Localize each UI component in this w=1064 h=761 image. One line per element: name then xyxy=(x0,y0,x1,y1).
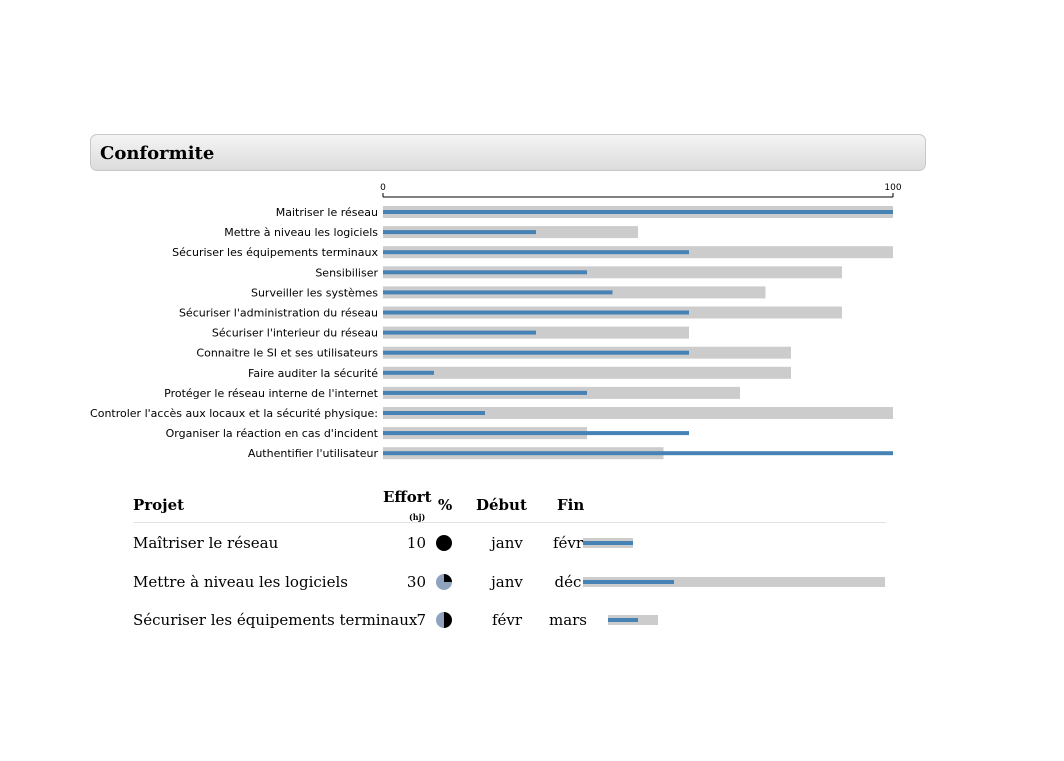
compliance-bar-chart: 0 100 Maitriser le réseau Mettre à niveau l… xyxy=(90,183,902,460)
value-bar xyxy=(383,411,485,415)
header-start: Début xyxy=(476,496,527,514)
progress-pie xyxy=(436,573,452,590)
category-label: Authentifier l'utilisateur xyxy=(248,447,379,460)
panel-title: Conformite xyxy=(100,143,215,164)
category-label: Controler l'accès aux locaux et la sécur… xyxy=(90,407,378,420)
category-label: Connaitre le SI et ses utilisateurs xyxy=(196,347,378,360)
category-label: Sensibiliser xyxy=(315,266,378,279)
category-label: Sécuriser l'administration du réseau xyxy=(179,307,378,320)
gantt-bar-progress xyxy=(608,618,639,622)
category-label: Sécuriser les équipements terminaux xyxy=(172,246,378,259)
background-bar xyxy=(383,407,893,419)
start-value: févr xyxy=(491,611,523,629)
end-value: mars xyxy=(548,611,588,629)
value-bar xyxy=(383,350,689,355)
category-label: Protéger le réseau interne de l'internet xyxy=(164,387,379,400)
header-end: Fin xyxy=(557,496,585,514)
category-label: Sécuriser l'interieur du réseau xyxy=(212,327,378,340)
header-effort-unit: (hj) xyxy=(409,512,426,522)
value-bar xyxy=(383,210,893,214)
value-bar xyxy=(383,370,434,375)
gantt-bar-progress xyxy=(583,579,674,584)
end-value: déc xyxy=(554,572,582,591)
value-bar xyxy=(383,230,536,235)
project-name: Sécuriser les équipements terminaux xyxy=(133,611,418,629)
end-value: févr xyxy=(552,534,584,552)
project-name: Maîtriser le réseau xyxy=(133,534,279,552)
value-bar xyxy=(383,431,689,436)
gantt-bar-track xyxy=(583,576,885,587)
value-bar xyxy=(383,330,536,335)
x-tick-label: 100 xyxy=(884,183,901,193)
header-project: Projet xyxy=(133,496,185,514)
value-bar xyxy=(383,451,893,456)
effort-value: 10 xyxy=(406,534,426,552)
progress-pie xyxy=(436,612,452,628)
value-bar xyxy=(383,270,587,275)
background-bar xyxy=(383,266,842,279)
header-percent: % xyxy=(438,496,453,514)
x-tick-label: 0 xyxy=(380,183,386,193)
header-effort: Effort xyxy=(383,488,432,506)
category-label: Faire auditer la sécurité xyxy=(248,367,378,380)
start-value: janv xyxy=(491,534,523,552)
category-label: Surveiller les systèmes xyxy=(251,286,378,299)
start-value: janv xyxy=(491,572,523,591)
value-bar xyxy=(383,250,689,255)
effort-value: 7 xyxy=(416,611,426,629)
value-bar xyxy=(383,390,587,395)
effort-value: 30 xyxy=(406,572,426,591)
project-table: Projet Effort (hj) % Début Fin Maîtriser… xyxy=(133,485,886,645)
category-label: Organiser la réaction en cas d'incident xyxy=(166,427,379,440)
value-bar xyxy=(383,310,689,315)
gantt-bar-progress xyxy=(583,541,634,545)
project-name: Mettre à niveau les logiciels xyxy=(133,572,348,591)
value-bar xyxy=(383,290,613,295)
category-label: Mettre à niveau les logiciels xyxy=(224,226,378,239)
header-separator xyxy=(133,522,886,523)
progress-pie xyxy=(436,535,452,551)
panel-header: Conformite xyxy=(90,134,926,171)
category-label: Maitriser le réseau xyxy=(276,206,378,219)
background-bar xyxy=(383,366,791,379)
